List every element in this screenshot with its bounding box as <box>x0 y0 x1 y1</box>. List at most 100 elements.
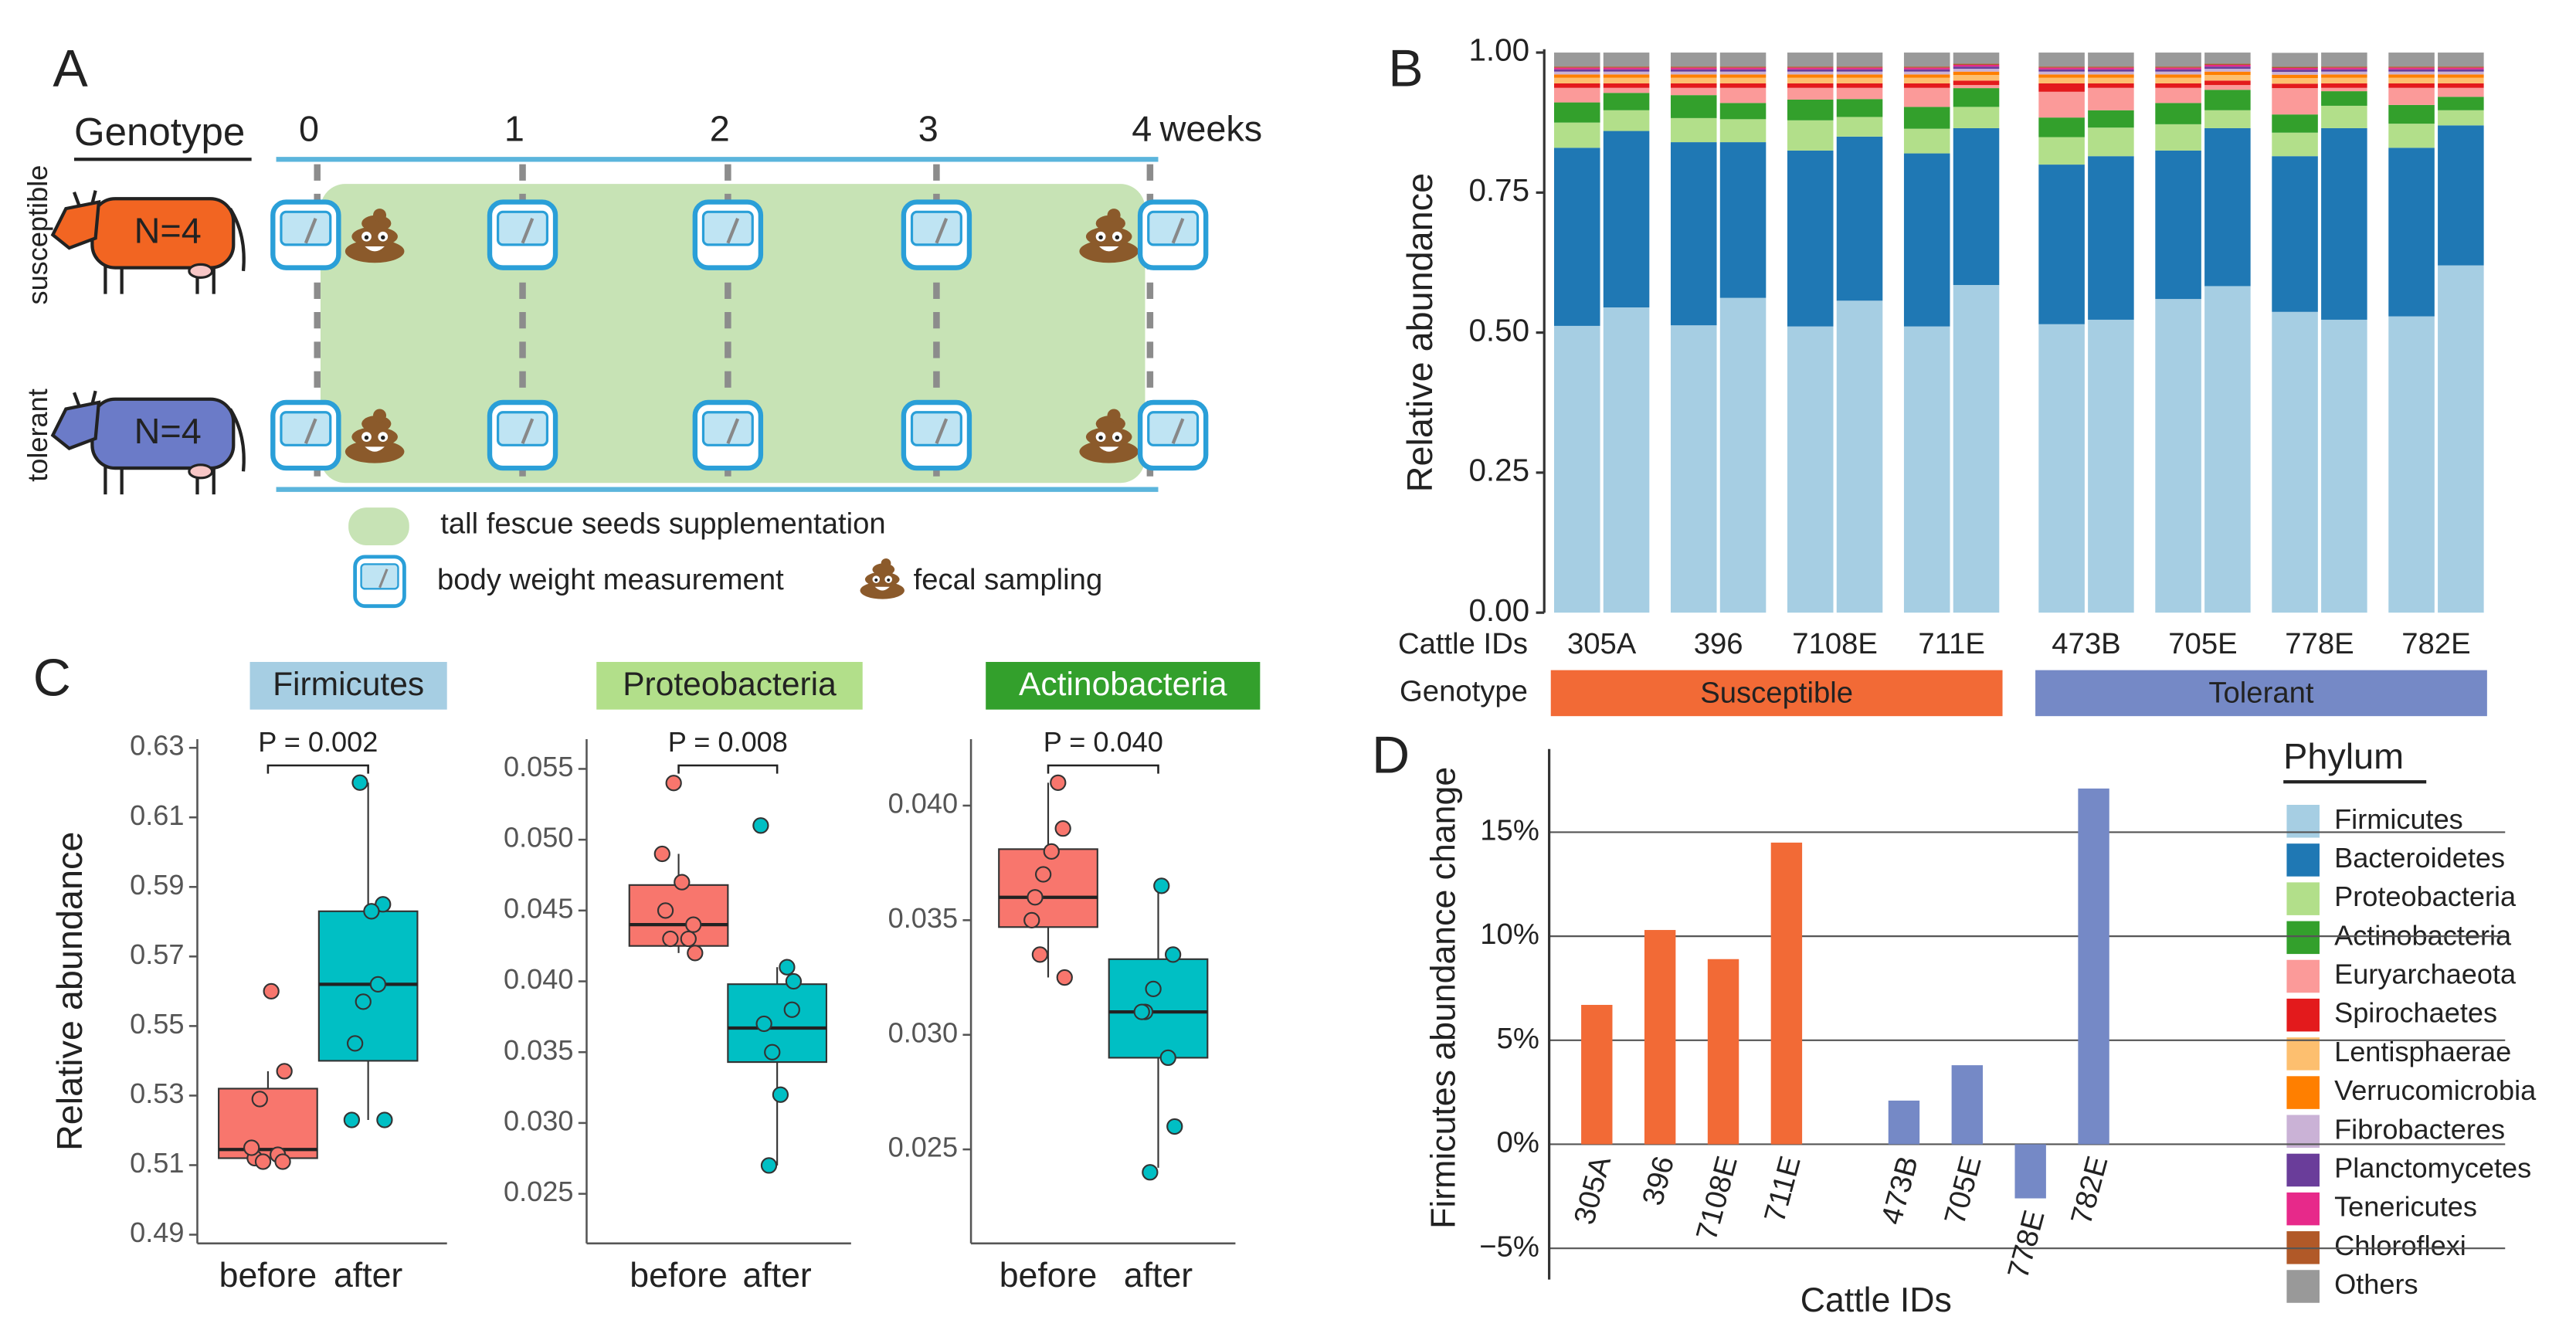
bar-segment <box>2088 110 2134 128</box>
bar-segment <box>2088 87 2134 110</box>
bar-segment <box>2321 319 2367 613</box>
bar-segment <box>2388 104 2435 124</box>
x-tick-label: 778E <box>2001 1206 2052 1281</box>
significance-bracket <box>677 764 779 774</box>
scale-dial <box>701 411 754 446</box>
box <box>1108 958 1209 1059</box>
y-tick-label: 0.045 <box>504 892 573 924</box>
legend-title: Phylum <box>2283 736 2404 776</box>
y-tick-label: 0.50 <box>1468 312 1529 348</box>
bar-segment <box>1670 71 1717 75</box>
bar-segment <box>2155 87 2201 103</box>
subplot-title-box <box>596 661 863 710</box>
bar-segment <box>2088 77 2134 83</box>
bar <box>1770 842 1803 1145</box>
bar-segment <box>2272 88 2318 115</box>
panel-label: C <box>33 648 71 707</box>
data-point <box>779 959 796 976</box>
data-point <box>1027 889 1044 906</box>
bar-segment <box>1603 71 1650 75</box>
bar-segment <box>2388 66 2435 68</box>
y-tick-label: 10% <box>1480 918 1539 951</box>
bar-segment <box>2388 316 2435 613</box>
x-tick-label: 396 <box>1694 627 1743 660</box>
bar-segment <box>1719 77 1767 83</box>
bar-segment <box>2204 90 2251 110</box>
bar-segment <box>2272 311 2318 613</box>
bar-segment <box>1719 74 1767 78</box>
data-point <box>783 1001 800 1018</box>
bar-segment <box>2321 127 2367 320</box>
x-tick-label: 396 <box>1636 1152 1681 1209</box>
bar-segment <box>2272 74 2318 79</box>
bar-segment <box>2438 265 2484 613</box>
bar-segment <box>2438 69 2484 72</box>
data-point <box>355 993 372 1010</box>
bar-segment <box>2438 66 2484 68</box>
bar-segment <box>1903 53 1950 67</box>
data-point <box>243 1139 260 1156</box>
data-point <box>1165 946 1182 963</box>
data-point <box>680 930 697 948</box>
x-tick-label: 305A <box>1568 1152 1618 1228</box>
bar-segment <box>2088 83 2134 88</box>
bar-segment <box>2155 77 2201 83</box>
x-tick-label: 778E <box>2285 627 2354 660</box>
y-tick-label: 0% <box>1497 1126 1539 1159</box>
x-tick-label: 473B <box>1875 1152 1925 1227</box>
bar-segment <box>2438 97 2484 110</box>
bar-segment <box>1836 300 1883 613</box>
bar-segment <box>2438 125 2484 266</box>
genotype-bar <box>2035 670 2487 717</box>
time-label: 1 <box>504 108 524 148</box>
bar-segment <box>2038 83 2085 92</box>
y-tick-label: 0.025 <box>504 1176 573 1207</box>
genotype-bar <box>1550 670 2003 717</box>
bar-segment <box>1553 102 1600 123</box>
bar-segment <box>2438 71 2484 75</box>
poop-pupil <box>874 578 878 582</box>
bar-segment <box>1836 53 1883 67</box>
cow-head <box>50 400 101 450</box>
box <box>628 884 729 947</box>
bar-segment <box>2438 110 2484 126</box>
bar-segment <box>1787 67 1834 70</box>
bar-segment <box>1553 148 1600 326</box>
y-tick-label: 5% <box>1497 1022 1539 1055</box>
annotation: P = 0.008 <box>668 726 788 758</box>
bar-segment <box>2204 286 2251 613</box>
data-point <box>1056 969 1073 986</box>
bar-segment <box>1787 99 1834 120</box>
bar-segment <box>1953 66 2000 70</box>
bar-segment <box>2088 69 2134 72</box>
bar-segment <box>1553 325 1600 613</box>
bar-segment <box>1953 65 2000 67</box>
bar-segment <box>2321 83 2367 88</box>
scale-needle <box>1171 418 1185 444</box>
bar-segment <box>1953 80 2000 86</box>
subplot-title-box <box>986 661 1261 710</box>
y-tick-label: 0.040 <box>888 788 958 820</box>
poop-pupil <box>381 435 385 440</box>
data-point <box>274 1153 291 1170</box>
bar-segment <box>2038 71 2085 75</box>
bar-segment <box>2155 299 2201 613</box>
poop-icon <box>1085 426 1132 447</box>
bar-segment <box>1953 88 2000 107</box>
bar-segment <box>2038 66 2085 68</box>
bar-segment <box>1953 69 2000 72</box>
bar-segment <box>1836 99 1883 117</box>
bar-segment <box>1603 87 1650 93</box>
bar-segment <box>1787 150 1834 327</box>
data-point <box>674 874 691 891</box>
bar-segment <box>1670 117 1717 143</box>
x-axis-title: Cattle IDs <box>1800 1281 1952 1319</box>
y-tick-label: 0.61 <box>130 799 184 831</box>
legend-label: Fibrobacteres <box>2334 1113 2505 1145</box>
y-tick-label: 0.53 <box>130 1077 184 1109</box>
data-point <box>1043 843 1060 860</box>
bar-segment <box>2438 87 2484 97</box>
bar-segment <box>2155 53 2201 67</box>
genotype-label: Susceptible <box>1700 677 1853 710</box>
legend-swatch <box>2286 1115 2320 1149</box>
